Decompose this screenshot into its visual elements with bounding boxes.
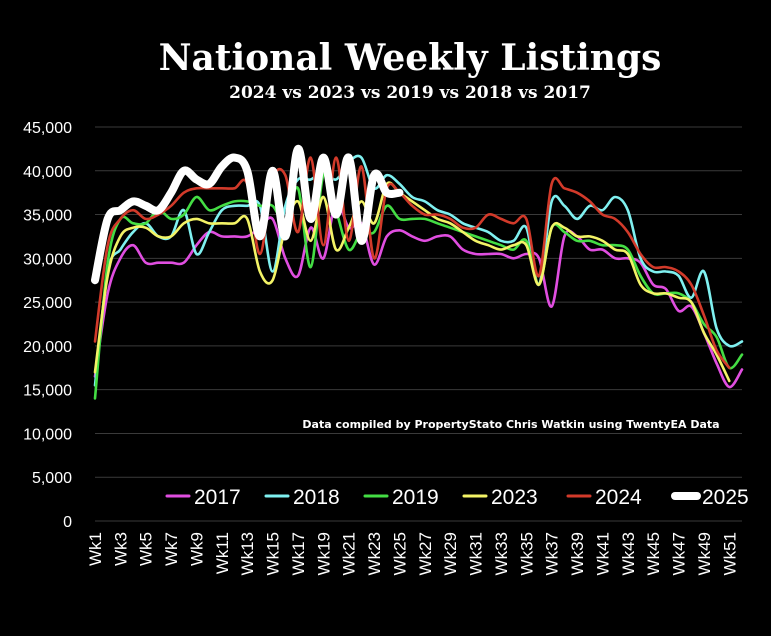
legend-label-2019: 2019	[392, 486, 439, 509]
y-tick-label: 25,000	[23, 295, 72, 312]
series-line-2018	[93, 154, 744, 387]
x-tick-label: Wk3	[111, 532, 130, 566]
x-tick-label: Wk1	[86, 532, 105, 566]
x-tick-label: Wk45	[644, 532, 663, 575]
chart-title: National Weekly Listings	[159, 37, 662, 79]
x-tick-label: Wk37	[543, 532, 562, 575]
x-axis-tick-labels: Wk1 Wk3 Wk5 Wk7 Wk9 Wk11 Wk13 Wk15 Wk17 Wk19 Wk21 W…	[86, 532, 739, 575]
x-tick-label: Wk7	[162, 532, 181, 566]
x-tick-label: Wk47	[670, 532, 689, 575]
x-tick-label: Wk11	[213, 532, 232, 574]
y-tick-label: 40,000	[23, 164, 72, 181]
legend-label-2024: 2024	[595, 486, 642, 509]
y-tick-label: 45,000	[23, 120, 72, 137]
x-tick-label: Wk35	[517, 532, 536, 575]
x-tick-label: Wk25	[390, 532, 409, 575]
x-tick-label: Wk43	[619, 532, 638, 575]
y-tick-label: 30,000	[23, 251, 72, 268]
x-tick-label: Wk21	[340, 532, 359, 575]
x-tick-label: Wk31	[467, 532, 486, 575]
y-tick-label: 5,000	[32, 470, 72, 487]
x-tick-label: Wk27	[416, 532, 435, 575]
x-tick-label: Wk13	[238, 532, 257, 575]
chart-subtitle: 2024 vs 2023 vs 2019 vs 2018 vs 2017	[229, 83, 591, 103]
legend-label-2025: 2025	[702, 486, 749, 509]
series-lines	[91, 144, 744, 400]
x-tick-label: Wk9	[187, 532, 206, 566]
x-tick-label: Wk15	[264, 532, 283, 575]
x-tick-label: Wk39	[568, 532, 587, 575]
x-tick-label: Wk49	[695, 532, 714, 575]
y-tick-label: 20,000	[23, 339, 72, 356]
legend: 2017 2018 2019 2023 2024 2025	[165, 486, 749, 509]
x-tick-label: Wk29	[441, 532, 460, 575]
x-tick-label: Wk17	[289, 532, 308, 575]
legend-label-2018: 2018	[293, 486, 340, 509]
x-tick-label: Wk41	[593, 532, 612, 575]
y-tick-label: 35,000	[23, 208, 72, 225]
x-tick-label: Wk5	[137, 532, 156, 566]
x-tick-label: Wk19	[314, 532, 333, 575]
series-line-2023	[93, 181, 731, 383]
y-axis-tick-labels: 0 5,000 10,000 15,000 20,000 25,000 30,000 35,0…	[23, 120, 72, 531]
x-tick-label: Wk51	[720, 532, 739, 575]
legend-label-2017: 2017	[194, 486, 241, 509]
legend-label-2023: 2023	[491, 486, 538, 509]
y-tick-label: 10,000	[23, 426, 72, 443]
x-tick-label: Wk33	[492, 532, 511, 575]
series-line-2025	[91, 144, 404, 285]
x-tick-label: Wk23	[365, 532, 384, 575]
y-tick-label: 15,000	[23, 383, 72, 400]
data-source-note: Data compiled by PropertyStato Chris Wat…	[302, 418, 719, 431]
series-line-2019	[93, 172, 744, 400]
y-tick-label: 0	[63, 514, 72, 531]
